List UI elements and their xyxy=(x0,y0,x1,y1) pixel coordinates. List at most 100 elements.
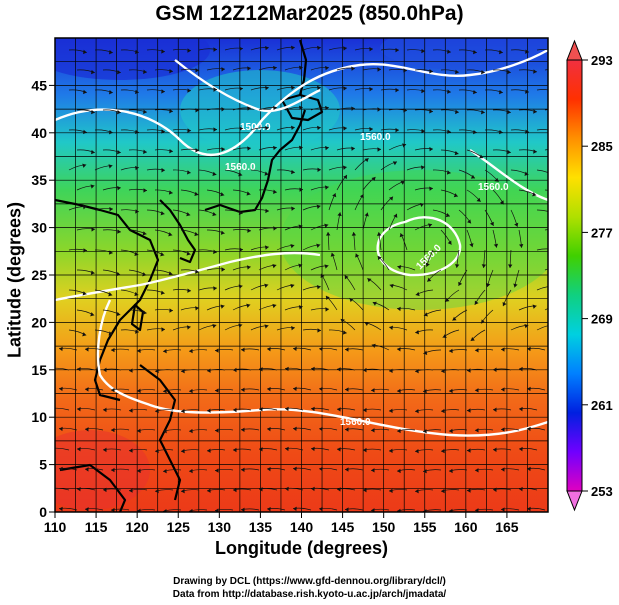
flow-arrowhead xyxy=(499,129,503,135)
flow-arrowhead xyxy=(273,189,277,195)
flow-arrowhead xyxy=(186,251,191,256)
flow-arrowhead xyxy=(559,265,563,269)
streamline xyxy=(55,367,70,371)
flow-arrowhead xyxy=(233,487,237,493)
flow-arrowhead xyxy=(494,177,499,182)
flow-arrowhead xyxy=(91,149,95,155)
flow-arrowhead xyxy=(291,206,295,211)
flow-arrowhead xyxy=(259,367,263,372)
flow-arrowhead xyxy=(403,68,407,73)
flow-arrowhead xyxy=(117,109,121,115)
flow-arrowhead xyxy=(265,45,269,51)
flow-arrowhead xyxy=(116,311,121,317)
flow-arrowhead xyxy=(163,388,167,394)
flow-arrowhead xyxy=(161,89,165,94)
flow-arrowhead xyxy=(493,487,497,492)
flow-arrowhead xyxy=(293,506,297,512)
flow-arrowhead xyxy=(213,249,217,255)
flow-arrowhead xyxy=(265,208,269,214)
flow-arrowhead xyxy=(317,167,321,173)
flow-arrowhead xyxy=(337,212,342,217)
flow-arrowhead xyxy=(518,244,524,248)
flow-arrowhead xyxy=(186,212,191,217)
flow-arrowhead xyxy=(319,466,323,472)
flow-arrowhead xyxy=(311,406,315,412)
streamline xyxy=(536,209,548,212)
flow-arrowhead xyxy=(420,165,425,170)
flow-arrowhead xyxy=(559,109,563,113)
flow-arrowhead xyxy=(85,507,89,512)
flow-arrowhead xyxy=(134,251,139,257)
flow-arrowhead xyxy=(129,368,133,373)
flow-arrowhead xyxy=(109,129,113,135)
flow-arrowhead xyxy=(273,145,277,151)
flow-arrowhead xyxy=(389,325,393,330)
flow-arrowhead xyxy=(527,346,531,352)
x-tick-label: 155 xyxy=(413,519,437,535)
flow-arrowhead xyxy=(342,165,347,170)
flow-arrowhead xyxy=(109,49,113,55)
colorbar-tick-label: 293 xyxy=(591,53,613,68)
flow-arrowhead xyxy=(189,428,193,434)
streamline xyxy=(536,129,548,131)
flow-arrowhead xyxy=(454,150,459,156)
flow-arrowhead xyxy=(265,85,269,91)
flow-arrowhead xyxy=(449,508,453,512)
flow-arrowhead xyxy=(421,128,425,134)
flow-arrowhead xyxy=(445,212,450,218)
flow-arrowhead xyxy=(293,466,297,472)
flow-arrowhead xyxy=(345,467,349,472)
flow-arrowhead xyxy=(169,308,173,313)
flow-arrowhead xyxy=(351,66,355,71)
flow-arrowhead xyxy=(317,125,321,131)
flow-arrowhead xyxy=(273,65,277,71)
flow-arrowhead xyxy=(59,426,63,432)
flow-arrowhead xyxy=(90,270,95,275)
flow-arrowhead xyxy=(90,312,95,317)
flow-arrowhead xyxy=(377,67,381,72)
streamline xyxy=(544,189,548,191)
flow-arrowhead xyxy=(489,221,494,226)
x-tick-label: 150 xyxy=(372,519,396,535)
flow-arrowhead xyxy=(415,291,420,297)
flow-arrowhead xyxy=(143,109,147,114)
flow-arrowhead xyxy=(220,192,225,197)
x-axis-ticks: 110 115 120 125 130 135 140 145 150 155 160 165 xyxy=(44,512,519,535)
flow-arrowhead xyxy=(447,240,452,245)
flow-arrowhead xyxy=(291,125,295,131)
flow-arrowhead xyxy=(403,108,407,113)
flow-arrowhead xyxy=(508,264,513,268)
flow-arrowhead xyxy=(519,486,523,492)
flow-arrowhead xyxy=(421,88,425,94)
flow-arrowhead xyxy=(272,303,277,309)
flow-arrowhead xyxy=(103,407,107,413)
flow-arrowhead xyxy=(317,85,321,91)
flow-arrowhead xyxy=(467,368,471,373)
flow-arrowhead xyxy=(212,211,217,217)
flow-arrowhead xyxy=(475,428,479,433)
flow-arrowhead xyxy=(77,486,81,492)
flow-arrowhead xyxy=(207,408,211,413)
flow-arrowhead xyxy=(215,388,219,393)
flow-arrowhead xyxy=(429,186,433,191)
flow-arrowhead xyxy=(345,507,349,512)
flow-arrowhead xyxy=(213,286,217,291)
contour-1560-southwest xyxy=(55,251,321,302)
flow-arrowhead xyxy=(395,127,399,133)
flow-arrowhead xyxy=(345,347,349,352)
flow-arrowhead xyxy=(441,448,445,454)
flow-arrowhead xyxy=(330,252,335,257)
flow-arrowhead xyxy=(238,323,243,328)
chart-title: GSM 12Z12Mar2025 (850.0hPa) xyxy=(155,2,464,25)
flow-arrowhead xyxy=(551,285,555,289)
flow-arrowhead xyxy=(389,368,393,373)
flow-arrowhead xyxy=(337,367,341,372)
flow-arrowhead xyxy=(507,109,511,115)
flow-arrowhead xyxy=(397,388,401,394)
flow-arrowhead xyxy=(241,507,245,512)
flow-arrowhead xyxy=(155,488,159,494)
flow-arrowhead xyxy=(267,386,271,392)
flow-arrowhead xyxy=(51,487,55,491)
flow-arrowhead xyxy=(559,229,563,233)
flow-arrowhead xyxy=(299,65,303,71)
